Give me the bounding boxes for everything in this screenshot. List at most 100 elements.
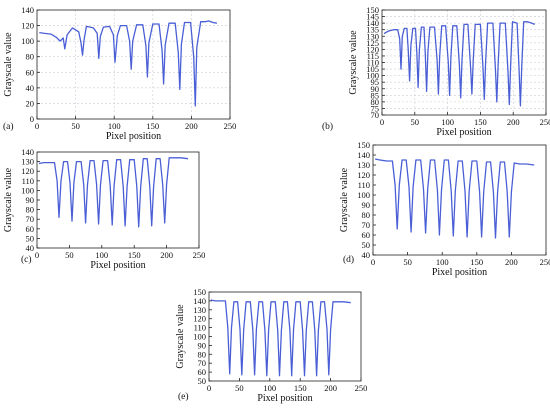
x-axis-label: Pixel position [90,260,145,271]
y-tick-label: 110 [367,58,379,68]
y-tick-label: 140 [21,147,34,157]
plot-area [37,10,230,119]
y-tick-label: 90 [362,200,371,210]
y-tick-label: 105 [366,64,379,74]
plot-frame [372,144,547,256]
y-tick-label: 150 [357,140,370,150]
x-tick-label: 150 [474,117,487,127]
y-tick-label: 110 [358,180,370,190]
y-tick-label: 100 [21,185,34,195]
y-tick-label: 40 [26,243,35,253]
y-tick-label: 60 [26,67,35,77]
x-tick-label: 100 [108,121,121,131]
series-line [374,158,535,239]
y-tick-label: 100 [357,190,370,200]
y-tick-label: 90 [26,195,35,205]
y-tick-label: 90 [198,340,207,350]
x-tick-label: 0 [380,117,384,127]
y-axis-label: Grayscale value [3,167,14,232]
x-tick-label: 150 [470,257,483,267]
y-tick-label: 90 [371,84,380,94]
plot-frame [36,9,231,120]
y-tick-label: 70 [371,110,380,120]
y-tick-label: 70 [198,358,207,368]
y-tick-label: 80 [362,210,371,220]
y-tick-label: 110 [194,323,206,333]
series-line [383,21,536,107]
x-tick-label: 50 [403,257,412,267]
chart-panel: 0501001502002504050607080901001101201301… [339,140,550,278]
series-line [38,157,189,228]
y-tick-label: 70 [362,220,371,230]
y-tick-label: 40 [362,250,371,260]
x-tick-label: 100 [436,257,449,267]
x-tick-label: 150 [128,250,141,260]
x-tick-label: 250 [540,117,550,127]
y-axis-label: Grayscale value [339,167,350,232]
y-tick-label: 80 [371,97,380,107]
y-tick-label: 60 [362,230,371,240]
x-axis-label: Pixel position [257,393,312,404]
x-tick-label: 200 [507,117,520,127]
y-tick-label: 110 [22,176,34,186]
panel-label: (d) [343,254,354,265]
x-tick-label: 0 [207,383,211,393]
y-tick-label: 145 [366,12,379,22]
x-tick-label: 100 [441,117,454,127]
y-tick-label: 60 [26,224,35,234]
y-tick-label: 130 [357,160,370,170]
y-axis-label: Grayscale value [175,304,186,369]
series-line [210,299,351,377]
chart-panel: 0501001502002507075808590951001051101151… [322,5,550,138]
x-tick-label: 0 [35,250,39,260]
y-tick-label: 140 [21,5,34,15]
y-tick-label: 130 [193,305,206,315]
y-tick-label: 0 [30,114,34,124]
x-tick-label: 200 [324,383,337,393]
x-tick-label: 0 [371,257,375,267]
y-tick-label: 50 [26,233,35,243]
x-axis-label: Pixel position [432,267,487,278]
y-tick-label: 20 [26,98,35,108]
x-tick-label: 200 [505,257,518,267]
y-tick-label: 100 [193,332,206,342]
y-tick-label: 115 [367,51,379,61]
y-tick-label: 80 [26,52,35,62]
x-axis-label: Pixel position [106,131,161,142]
x-tick-label: 50 [65,250,74,260]
y-tick-label: 120 [21,21,34,31]
y-tick-label: 50 [362,240,371,250]
series-line [39,20,218,107]
y-tick-label: 140 [193,296,206,306]
y-tick-label: 140 [357,150,370,160]
y-tick-label: 130 [21,157,34,167]
panel-label: (b) [322,121,333,132]
x-tick-label: 100 [95,250,108,260]
y-tick-label: 100 [366,71,379,81]
y-tick-label: 50 [198,376,207,386]
x-tick-label: 0 [35,121,39,131]
x-tick-label: 250 [224,121,237,131]
y-tick-label: 130 [366,31,379,41]
panel-label: (e) [178,391,189,402]
x-axis-label: Pixel position [436,127,491,138]
y-tick-label: 120 [193,314,206,324]
y-tick-label: 125 [366,38,379,48]
y-axis-label: Grayscale value [348,30,359,95]
y-tick-label: 140 [366,18,379,28]
chart-panel: 0 50 100 150 200 2505060708090100110120130140… [175,287,367,404]
y-axis-label: Grayscale value [3,32,14,97]
y-tick-label: 85 [371,90,380,100]
x-tick-label: 250 [355,383,368,393]
y-tick-label: 70 [26,214,35,224]
x-tick-label: 150 [294,383,307,393]
y-tick-label: 120 [366,44,379,54]
x-tick-label: 50 [411,117,420,127]
y-tick-label: 60 [198,367,207,377]
y-tick-label: 120 [357,170,370,180]
x-tick-label: 100 [263,383,276,393]
x-tick-label: 250 [540,257,550,267]
x-tick-label: 200 [160,250,173,260]
